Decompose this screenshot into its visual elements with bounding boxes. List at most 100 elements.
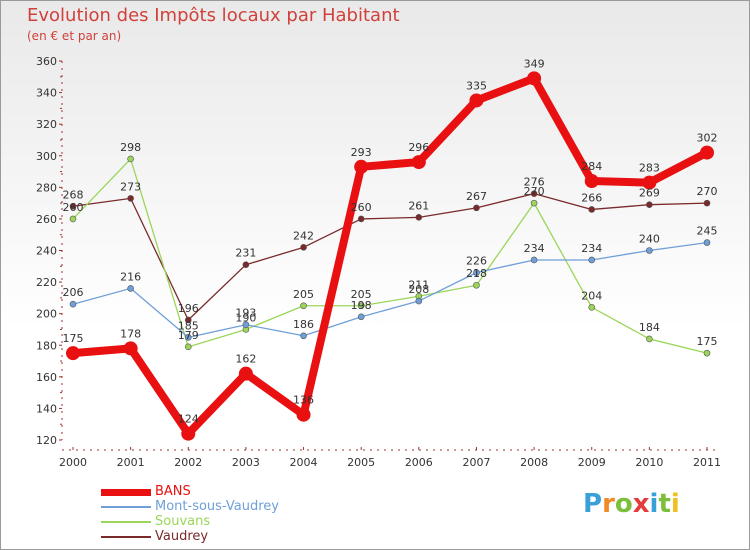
y-tick-label: 280: [36, 181, 57, 194]
data-point: [527, 71, 542, 86]
data-label: 184: [639, 321, 660, 334]
logo-letter: P: [583, 489, 603, 519]
data-point: [238, 366, 253, 381]
x-tick-label: 2008: [520, 456, 548, 469]
y-tick-label: 140: [36, 402, 57, 415]
data-point: [473, 204, 480, 212]
data-label: 273: [120, 180, 141, 193]
legend-swatch-mont-sous-vaudrey: [101, 506, 151, 508]
data-label: 208: [408, 283, 429, 296]
data-point: [354, 159, 369, 174]
data-point: [588, 256, 596, 264]
data-label: 270: [697, 185, 718, 198]
y-tick-label: 320: [36, 118, 57, 131]
logo-letter: x: [632, 489, 650, 519]
data-label: 335: [466, 79, 487, 92]
data-label: 283: [639, 162, 660, 175]
data-label: 234: [524, 242, 545, 255]
data-label: 245: [697, 225, 718, 238]
data-point: [703, 239, 711, 246]
legend-swatch-souvans: [101, 521, 151, 523]
x-tick-label: 2001: [117, 456, 145, 469]
x-tick-label: 2004: [290, 456, 318, 469]
logo-letter: i: [670, 489, 680, 519]
data-label: 298: [120, 141, 141, 154]
data-label: 204: [581, 289, 602, 302]
data-point: [242, 261, 250, 269]
data-label: 284: [581, 160, 602, 173]
data-point: [69, 215, 77, 223]
data-label: 267: [466, 190, 487, 203]
data-point: [646, 201, 653, 209]
data-label: 226: [466, 255, 487, 268]
data-label: 261: [408, 199, 429, 212]
data-label: 185: [178, 319, 199, 332]
data-point: [69, 202, 77, 210]
proxiti-logo: Proxiti: [583, 489, 680, 519]
data-point: [646, 247, 653, 254]
data-label: 136: [293, 394, 314, 407]
data-point: [588, 206, 596, 213]
data-label: 268: [63, 188, 84, 201]
data-point: [69, 300, 77, 308]
data-point: [242, 321, 250, 329]
legend-label-vaudrey: Vaudrey: [155, 529, 209, 544]
data-point: [127, 155, 134, 163]
data-label: 193: [235, 307, 256, 320]
data-label: 206: [63, 286, 84, 299]
y-tick-label: 300: [36, 150, 57, 163]
data-point: [127, 195, 134, 202]
y-tick-label: 200: [36, 308, 57, 321]
x-tick-label: 2000: [59, 456, 87, 469]
data-label: 190: [235, 311, 256, 324]
data-point: [357, 302, 365, 310]
data-label: 270: [524, 185, 545, 198]
x-tick-label: 2003: [232, 456, 260, 469]
y-tick-label: 160: [36, 371, 57, 384]
data-point: [411, 155, 426, 170]
data-point: [473, 281, 480, 289]
data-point: [357, 313, 365, 321]
data-label: 296: [408, 141, 429, 154]
data-point: [184, 316, 192, 324]
data-point: [184, 334, 192, 341]
data-label: 260: [63, 201, 84, 214]
data-label: 186: [293, 318, 314, 331]
data-point: [530, 256, 538, 264]
data-point: [357, 215, 365, 223]
data-point: [530, 190, 538, 197]
data-label: 196: [178, 302, 199, 315]
data-point: [123, 341, 138, 356]
chart-subtitle: (en € et par an): [27, 29, 122, 43]
data-label: 179: [178, 329, 199, 342]
data-label: 175: [63, 332, 84, 345]
data-point: [588, 304, 596, 311]
data-point: [646, 335, 653, 343]
data-label: 260: [351, 201, 372, 214]
legend-swatch-bans: [101, 489, 151, 496]
logo-letter: i: [649, 489, 659, 519]
data-label: 240: [639, 233, 660, 246]
x-tick-label: 2007: [462, 456, 490, 469]
series-line-mont-sous-vaudrey: [72, 241, 708, 339]
data-point: [181, 426, 196, 441]
data-label: 349: [524, 57, 545, 70]
y-tick-label: 120: [36, 434, 57, 447]
legend-label-bans: BANS: [155, 484, 191, 499]
data-label: 205: [293, 288, 314, 301]
data-point: [703, 199, 711, 207]
data-point: [300, 332, 307, 340]
series-line-bans: [69, 74, 711, 438]
data-label: 269: [639, 187, 660, 200]
x-tick-label: 2011: [693, 456, 721, 469]
data-label: 205: [351, 288, 372, 301]
data-label: 234: [581, 242, 602, 255]
data-label: 198: [351, 299, 372, 312]
data-point: [415, 214, 423, 221]
y-tick-label: 360: [36, 55, 57, 68]
x-tick-label: 2009: [578, 456, 606, 469]
data-point: [642, 175, 657, 190]
y-tick-label: 180: [36, 339, 57, 352]
